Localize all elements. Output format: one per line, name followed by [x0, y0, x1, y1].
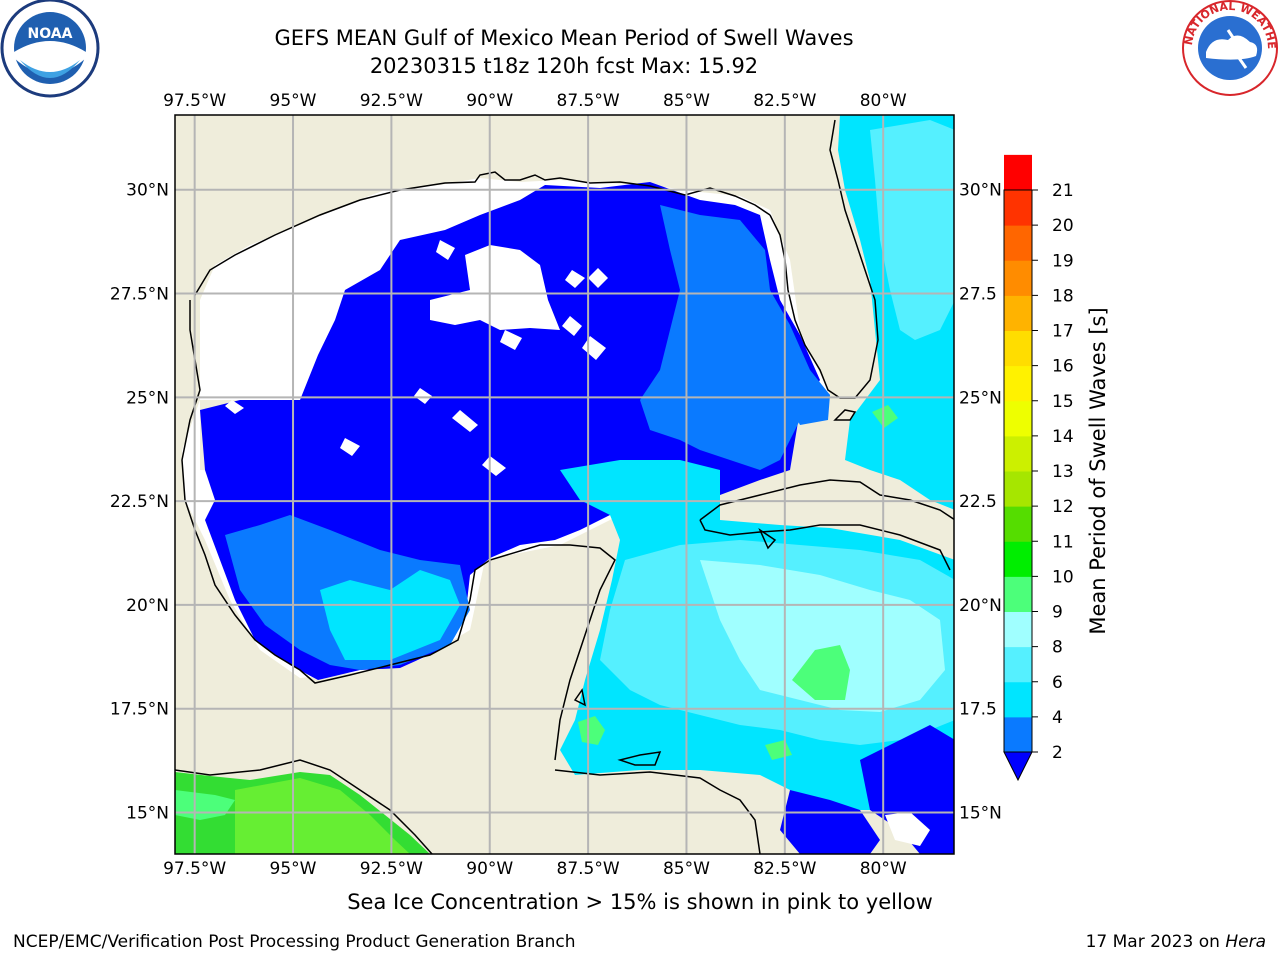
lon-tick-bottom: 85°W	[663, 859, 710, 879]
colorbar-tick-label: 17	[1052, 322, 1074, 342]
longitude-ticks-bottom: 97.5°W 95°W 92.5°W 90°W 87.5°W 85°W 82.5°W 80°W	[163, 859, 907, 879]
footer-date-text: 17 Mar 2023 on	[1085, 932, 1226, 952]
colorbar-segment	[1004, 154, 1032, 191]
lat-tick-right: 30°N	[959, 181, 1002, 201]
colorbar-tick-label: 15	[1052, 392, 1074, 412]
sea-ice-note: Sea Ice Concentration > 15% is shown in …	[347, 890, 933, 914]
graticule	[175, 115, 954, 854]
lon-tick-top: 90°W	[466, 91, 513, 111]
noaa-logo-icon: NOAA	[0, 0, 100, 98]
colorbar-segment	[1004, 435, 1032, 472]
lon-tick-top: 95°W	[270, 91, 317, 111]
lon-tick-top: 85°W	[663, 91, 710, 111]
colorbar-tick-label: 10	[1052, 567, 1074, 587]
colorbar-label: Mean Period of Swell Waves [s]	[1086, 307, 1110, 634]
colorbar-tick-label: 8	[1052, 638, 1063, 658]
no-data-holes	[225, 230, 608, 476]
coastlines	[175, 119, 954, 854]
lat-tick-left: 25°N	[126, 388, 169, 408]
no-data-south	[885, 812, 930, 846]
footer-machine: Hera	[1225, 932, 1266, 952]
colorbar-segment	[1004, 295, 1032, 331]
swell-period-4-6s-bay	[320, 570, 460, 660]
map-title: GEFS MEAN Gulf of Mexico Mean Period of …	[274, 26, 854, 50]
swell-period-9-10s-patch-2	[578, 716, 605, 745]
colorbar-tick-label: 18	[1052, 286, 1074, 306]
nws-logo-text: NATIONAL WEATHER SERVICE	[0, 0, 1278, 49]
colorbar-tick-label: 14	[1052, 427, 1074, 447]
lon-tick-top: 87.5°W	[557, 91, 620, 111]
swell-period-2-4s-keys	[790, 378, 830, 425]
colorbar-segment	[1004, 576, 1032, 612]
colorbar-tick-label: 13	[1052, 462, 1074, 482]
colorbar-segment	[1004, 330, 1032, 367]
colorbar-segment	[1004, 365, 1032, 402]
lon-tick-top: 82.5°W	[753, 91, 816, 111]
colorbar-tick-label: 21	[1052, 181, 1074, 201]
swell-period-2-4s-band	[640, 205, 830, 470]
swell-period-6-8s-atlantic	[870, 120, 954, 340]
colorbar-tick-label: 12	[1052, 497, 1074, 517]
colorbar-segment	[1004, 646, 1032, 683]
noaa-logo-text: NOAA	[28, 26, 73, 42]
lat-tick-left: 20°N	[126, 596, 169, 616]
lon-tick-top: 92.5°W	[360, 91, 423, 111]
lon-tick-top: 80°W	[860, 91, 907, 111]
colorbar-segment	[1004, 471, 1032, 507]
colorbar-segment	[1004, 400, 1032, 437]
lon-tick-bottom: 95°W	[270, 859, 317, 879]
colorbar-segment	[1004, 506, 1032, 542]
lon-tick-bottom: 90°W	[466, 859, 513, 879]
map-frame	[174, 114, 955, 855]
colorbar-tick-label: 2	[1052, 743, 1063, 763]
swell-period-10-11s-pacific	[235, 778, 410, 854]
colorbar: 2 4 6 8 9 10 11 12 13 14 15 16 17 18 19 20 21	[1003, 154, 1074, 782]
swell-period-2s-south	[780, 790, 880, 854]
longitude-ticks-top: 97.5°W 95°W 92.5°W 90°W 87.5°W 85°W 82.5°W 80°W	[163, 91, 907, 111]
colorbar-segment	[1004, 611, 1032, 648]
latitude-ticks-left: 30°N 27.5°N 25°N 22.5°N 20°N 17.5°N 15°N	[110, 181, 169, 824]
lat-tick-right: 17.5	[959, 700, 997, 720]
colorbar-tick-label: 6	[1052, 673, 1063, 693]
lon-tick-bottom: 80°W	[860, 859, 907, 879]
lat-tick-left: 15°N	[126, 803, 169, 823]
lon-tick-bottom: 92.5°W	[360, 859, 423, 879]
lon-tick-top: 97.5°W	[163, 91, 226, 111]
map-panel	[175, 115, 954, 854]
lat-tick-right: 25°N	[959, 388, 1002, 408]
colorbar-tick-label: 20	[1052, 216, 1074, 236]
colorbar-segment	[1004, 681, 1032, 718]
colorbar-segment	[1004, 260, 1032, 296]
lat-tick-left: 22.5°N	[110, 492, 169, 512]
lat-tick-right: 22.5	[959, 492, 997, 512]
swell-period-9-10s-atlantic-patch	[872, 405, 898, 428]
colorbar-segment	[1004, 190, 1032, 226]
lat-tick-left: 27.5°N	[110, 285, 169, 305]
lat-tick-right: 15°N	[959, 803, 1002, 823]
colorbar-tick-label: 11	[1052, 532, 1074, 552]
footer-credit: NCEP/EMC/Verification Post Processing Pr…	[13, 932, 576, 952]
colorbar-segment	[1004, 716, 1032, 753]
lat-tick-left: 30°N	[126, 181, 169, 201]
colorbar-tick-label: 4	[1052, 708, 1063, 728]
colorbar-tick-label: 9	[1052, 603, 1063, 623]
colorbar-segment	[1004, 225, 1032, 261]
colorbar-segment	[1004, 541, 1032, 577]
lat-tick-right: 20°N	[959, 596, 1002, 616]
lon-tick-bottom: 87.5°W	[557, 859, 620, 879]
footer-date: 17 Mar 2023 on Hera	[1086, 932, 1266, 952]
swell-period-9-10s-patch	[792, 645, 850, 700]
lon-tick-bottom: 97.5°W	[163, 859, 226, 879]
colorbar-extend-arrow	[1003, 751, 1033, 782]
colorbar-tick-label: 16	[1052, 357, 1074, 377]
nws-logo-icon: NATIONAL WEATHER SERVICE	[0, 0, 1278, 96]
lat-tick-right: 27.5	[959, 285, 997, 305]
map-subtitle: 20230315 t18z 120h fcst Max: 15.92	[369, 54, 759, 78]
latitude-ticks-right: 30°N 27.5 25°N 22.5 20°N 17.5 15°N	[959, 181, 1002, 824]
colorbar-tick-label: 19	[1052, 251, 1074, 271]
lat-tick-left: 17.5°N	[110, 700, 169, 720]
lon-tick-bottom: 82.5°W	[753, 859, 816, 879]
